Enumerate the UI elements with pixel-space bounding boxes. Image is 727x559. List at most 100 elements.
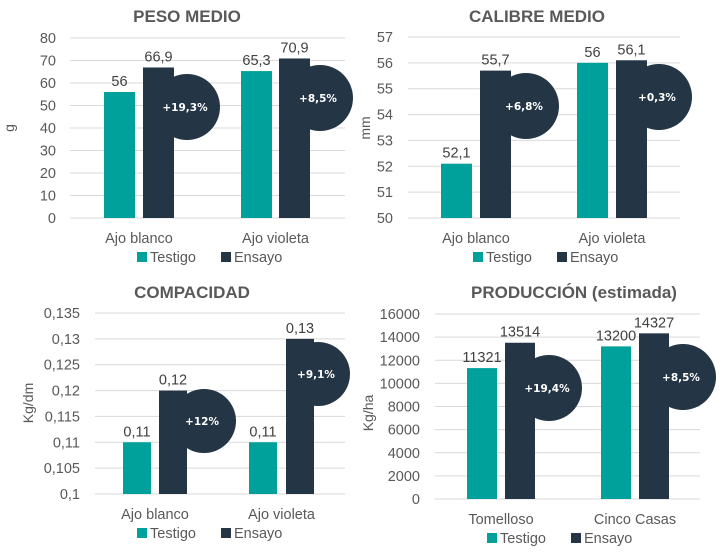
chart-panel-3: PRODUCCIÓN (estimada) 0 2000 4000 6000 8000 10… — [360, 283, 716, 547]
x-category-label: Ajo violeta — [242, 231, 310, 247]
y-tick-label: 0,105 — [44, 461, 80, 477]
legend-swatch-testigo — [473, 252, 483, 262]
y-tick-label: 0,13 — [52, 332, 80, 348]
legend-label: Testigo — [486, 250, 532, 266]
legend-swatch-ensayo — [221, 528, 231, 538]
y-tick-label: 70 — [40, 54, 56, 70]
y-tick-label: 14000 — [380, 330, 420, 346]
y-tick-label: 16000 — [380, 307, 420, 323]
increase-badge — [287, 65, 353, 131]
bar-testigo — [249, 442, 277, 494]
legend-label: Testigo — [150, 526, 196, 542]
x-category-label: Tomelloso — [468, 512, 533, 528]
increase-badge — [650, 344, 716, 410]
y-tick-label: 2000 — [388, 469, 420, 485]
data-label-ensayo: 70,9 — [280, 40, 308, 56]
y-tick-label: 57 — [377, 30, 393, 46]
legend-label: Ensayo — [234, 526, 282, 542]
legend-label: Ensayo — [570, 250, 618, 266]
x-category-label: Ajo blanco — [105, 231, 173, 247]
data-label-testigo: 56 — [584, 45, 600, 61]
data-label-ensayo: 0,12 — [159, 373, 187, 389]
data-label-testigo: 11321 — [462, 350, 501, 366]
data-label-testigo: 13200 — [596, 328, 636, 344]
y-tick-label: 0,135 — [44, 306, 80, 322]
data-label-ensayo: 14327 — [634, 315, 674, 331]
chart-title: PRODUCCIÓN (estimada) — [471, 283, 677, 302]
legend: Testigo Ensayo — [473, 250, 618, 266]
bar-testigo — [467, 368, 497, 499]
data-label-testigo: 56 — [111, 74, 127, 90]
y-tick-label: 56 — [377, 56, 393, 72]
legend-swatch-testigo — [137, 252, 147, 262]
legend-swatch-testigo — [137, 528, 147, 538]
y-axis-label: g — [1, 124, 17, 132]
y-tick-label: 50 — [377, 211, 393, 227]
x-category-label: Ajo blanco — [121, 507, 189, 523]
y-tick-label: 54 — [377, 108, 393, 124]
increase-badge-label: +12% — [185, 416, 219, 428]
bar-testigo — [441, 163, 472, 218]
chart-panel-0: PESO MEDIO 0 10 20 30 40 50 60 70 80 g 56 66,9 +19,3%… — [1, 7, 353, 266]
increase-badge-label: +8,5% — [662, 372, 700, 384]
data-label-ensayo: 66,9 — [144, 49, 172, 65]
chart-panel-1: CALIBRE MEDIO 50 51 52 53 54 55 56 57 mm 52,1 55,7 +… — [357, 7, 692, 266]
data-label-ensayo: 13514 — [500, 325, 540, 341]
y-tick-label: 4000 — [388, 446, 420, 462]
increase-badge-label: +19,3% — [162, 102, 208, 114]
chart-title: COMPACIDAD — [134, 283, 250, 302]
x-category-label: Ajo violeta — [579, 231, 647, 247]
y-tick-label: 53 — [377, 133, 393, 149]
legend-label: Testigo — [150, 250, 196, 266]
increase-badge — [516, 355, 582, 421]
bar-testigo — [123, 442, 151, 494]
increase-badge — [493, 73, 559, 139]
y-tick-label: 0,1 — [60, 487, 80, 503]
legend-swatch-ensayo — [571, 533, 581, 543]
y-tick-label: 8000 — [388, 400, 420, 416]
x-category-label: Cinco Casas — [594, 512, 676, 528]
y-tick-label: 0,125 — [44, 358, 80, 374]
data-label-testigo: 65,3 — [242, 53, 270, 69]
legend: Testigo Ensayo — [137, 526, 282, 542]
legend-swatch-testigo — [487, 533, 497, 543]
y-axis-label: Kg/ha — [360, 394, 376, 431]
y-tick-label: 60 — [40, 76, 56, 92]
chart-panel-2: COMPACIDAD 0,1 0,105 0,11 0,115 0,12 0,125 0,13… — [20, 283, 350, 542]
data-label-testigo: 52,1 — [442, 146, 470, 162]
y-tick-label: 51 — [377, 185, 393, 201]
x-category-label: Ajo blanco — [442, 231, 510, 247]
y-axis-label: Kg/dm — [20, 383, 36, 423]
legend-label: Ensayo — [584, 531, 632, 547]
bar-testigo — [104, 92, 135, 218]
legend-swatch-ensayo — [221, 252, 231, 262]
x-category-label: Ajo violeta — [248, 507, 316, 523]
increase-badge — [626, 64, 692, 130]
data-label-ensayo: 56,1 — [617, 42, 645, 58]
y-tick-label: 55 — [377, 82, 393, 98]
increase-badge-label: +19,4% — [524, 383, 570, 395]
increase-badge — [154, 74, 220, 140]
bar-testigo — [601, 346, 631, 499]
y-tick-label: 52 — [377, 159, 393, 175]
y-tick-label: 30 — [40, 144, 56, 160]
y-tick-label: 10000 — [380, 376, 420, 392]
data-label-ensayo: 0,13 — [286, 321, 314, 337]
bar-testigo — [577, 62, 608, 218]
y-tick-label: 40 — [40, 121, 56, 137]
legend: Testigo Ensayo — [487, 531, 632, 547]
y-tick-label: 12000 — [380, 353, 420, 369]
y-tick-label: 20 — [40, 166, 56, 182]
chart-title: PESO MEDIO — [133, 7, 241, 26]
y-tick-label: 0,12 — [52, 384, 80, 400]
y-tick-label: 80 — [40, 31, 56, 47]
increase-badge-label: +0,3% — [638, 92, 676, 104]
y-tick-label: 10 — [40, 189, 56, 205]
y-tick-label: 50 — [40, 99, 56, 115]
increase-badge-label: +6,8% — [505, 101, 543, 113]
data-label-ensayo: 55,7 — [481, 53, 509, 69]
bar-testigo — [241, 71, 272, 218]
legend-label: Ensayo — [234, 250, 282, 266]
data-label-testigo: 0,11 — [123, 424, 150, 440]
